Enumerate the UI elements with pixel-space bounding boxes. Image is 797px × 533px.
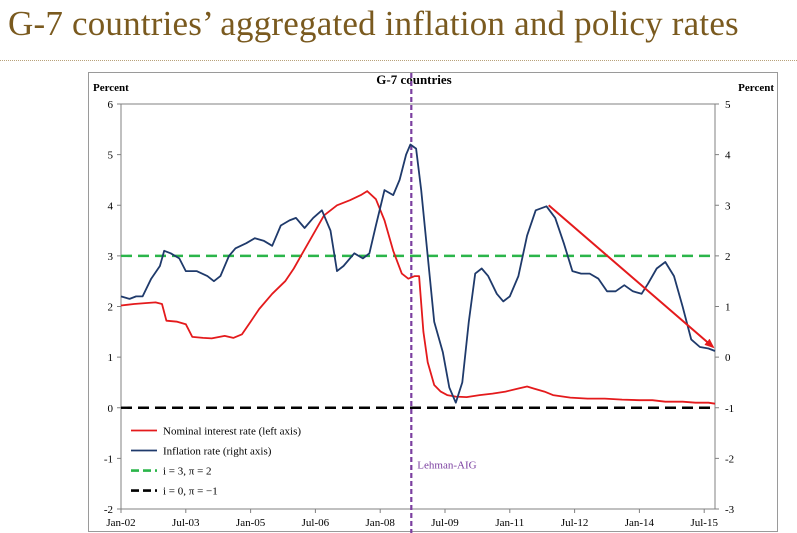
legend: Nominal interest rate (left axis) Inflati…: [131, 426, 301, 498]
right-tick-label: 5: [725, 99, 731, 111]
left-axis-label: Percent: [93, 82, 129, 94]
legend-entry-label: i = 3, π = 2: [163, 466, 212, 478]
inflation-rate-line: [120, 143, 716, 404]
left-tick-label: 1: [108, 352, 114, 364]
left-tick-label: 5: [108, 150, 114, 162]
right-tick-label: 4: [725, 150, 731, 162]
title-rule: [0, 60, 797, 61]
left-tick-label: 4: [108, 200, 114, 212]
right-tick-label: -2: [725, 453, 734, 465]
left-tick-label: 2: [108, 302, 114, 314]
x-tick-label: Jan-11: [495, 517, 524, 529]
chart-title: G-7 countries: [376, 73, 451, 87]
x-tick-label: Jan-02: [106, 517, 135, 529]
right-tick-label: 3: [725, 200, 731, 212]
chart-frame: G-7 countries Percent Percent -2 -1 0 1 2 3 4 5…: [88, 72, 778, 533]
reference-lines-layer: Lehman-AIG: [121, 73, 715, 533]
right-tick-label: 2: [725, 251, 731, 263]
legend-entry-label: Inflation rate (right axis): [163, 446, 272, 458]
x-tick-label: Jul-03: [172, 517, 200, 529]
x-tick-label: Jul-06: [302, 517, 330, 529]
x-tick-label: Jul-15: [690, 517, 718, 529]
legend-entry-label: Nominal interest rate (left axis): [163, 426, 301, 438]
x-tick-label: Jan-08: [366, 517, 396, 529]
slide-title: G-7 countries’ aggregated inflation and …: [8, 4, 739, 43]
left-tick-label: -2: [104, 504, 113, 516]
nominal-interest-rate-line: [120, 190, 716, 405]
right-tick-label: -3: [725, 504, 735, 516]
trend-arrow: [548, 204, 715, 349]
left-tick-label: 3: [108, 251, 114, 263]
x-tick-label: Jan-14: [625, 517, 655, 529]
right-tick-label: 0: [725, 352, 731, 364]
g7-rates-chart: G-7 countries Percent Percent -2 -1 0 1 2 3 4 5…: [93, 73, 774, 533]
legend-entry-label: i = 0, π = −1: [163, 486, 218, 498]
right-tick-label: 1: [725, 302, 731, 314]
lehman-marker-label: Lehman-AIG: [417, 460, 476, 472]
right-tick-label: -1: [725, 403, 734, 415]
axes-layer: -2 -1 0 1 2 3 4 5 6 -3 -2 -1 0 1 2 3 4 5 Jan-02 Jul-03 Jan-0…: [104, 99, 735, 529]
x-tick-label: Jan-05: [236, 517, 266, 529]
x-tick-label: Jul-12: [561, 517, 589, 529]
right-axis-label: Percent: [738, 82, 774, 94]
series-layer: [120, 143, 716, 405]
x-tick-label: Jul-09: [431, 517, 459, 529]
left-tick-label: 6: [108, 99, 114, 111]
left-tick-label: -1: [104, 453, 113, 465]
left-tick-label: 0: [108, 403, 114, 415]
